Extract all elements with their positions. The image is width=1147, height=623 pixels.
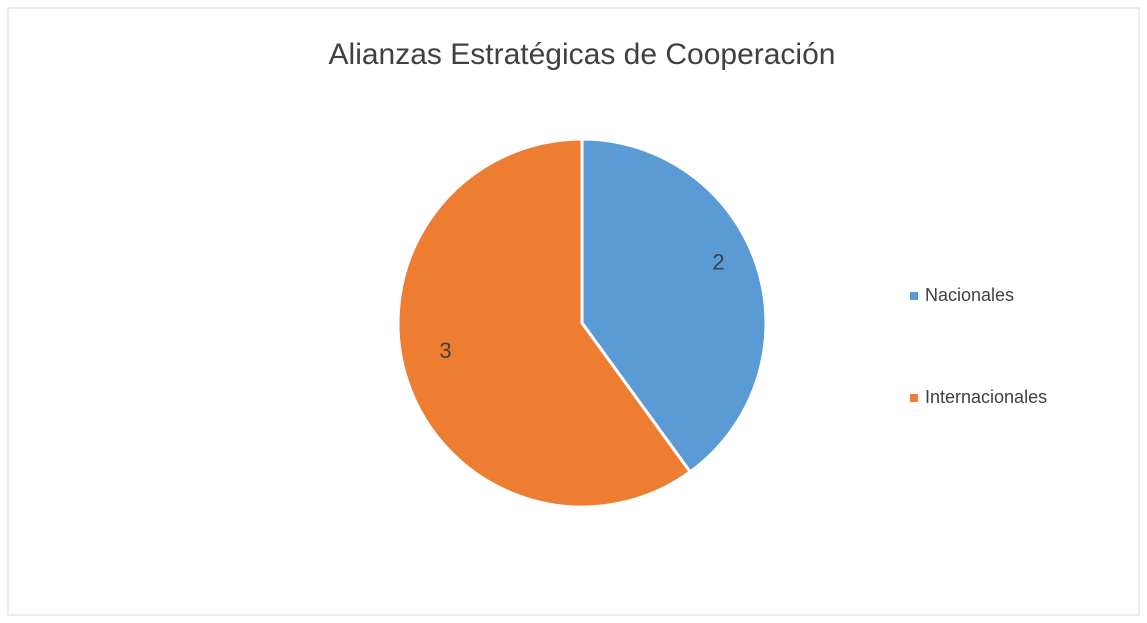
pie-slice [580, 137, 768, 474]
legend-swatch [910, 394, 918, 402]
pie-slice [396, 137, 693, 509]
chart-title: Alianzas Estratégicas de Cooperación [329, 38, 836, 71]
legend-label: Nacionales [925, 285, 1014, 305]
data-label: 2 [712, 249, 724, 274]
legend-label: Internacionales [925, 387, 1047, 407]
legend-swatch [910, 292, 918, 300]
data-label: 3 [439, 338, 451, 363]
